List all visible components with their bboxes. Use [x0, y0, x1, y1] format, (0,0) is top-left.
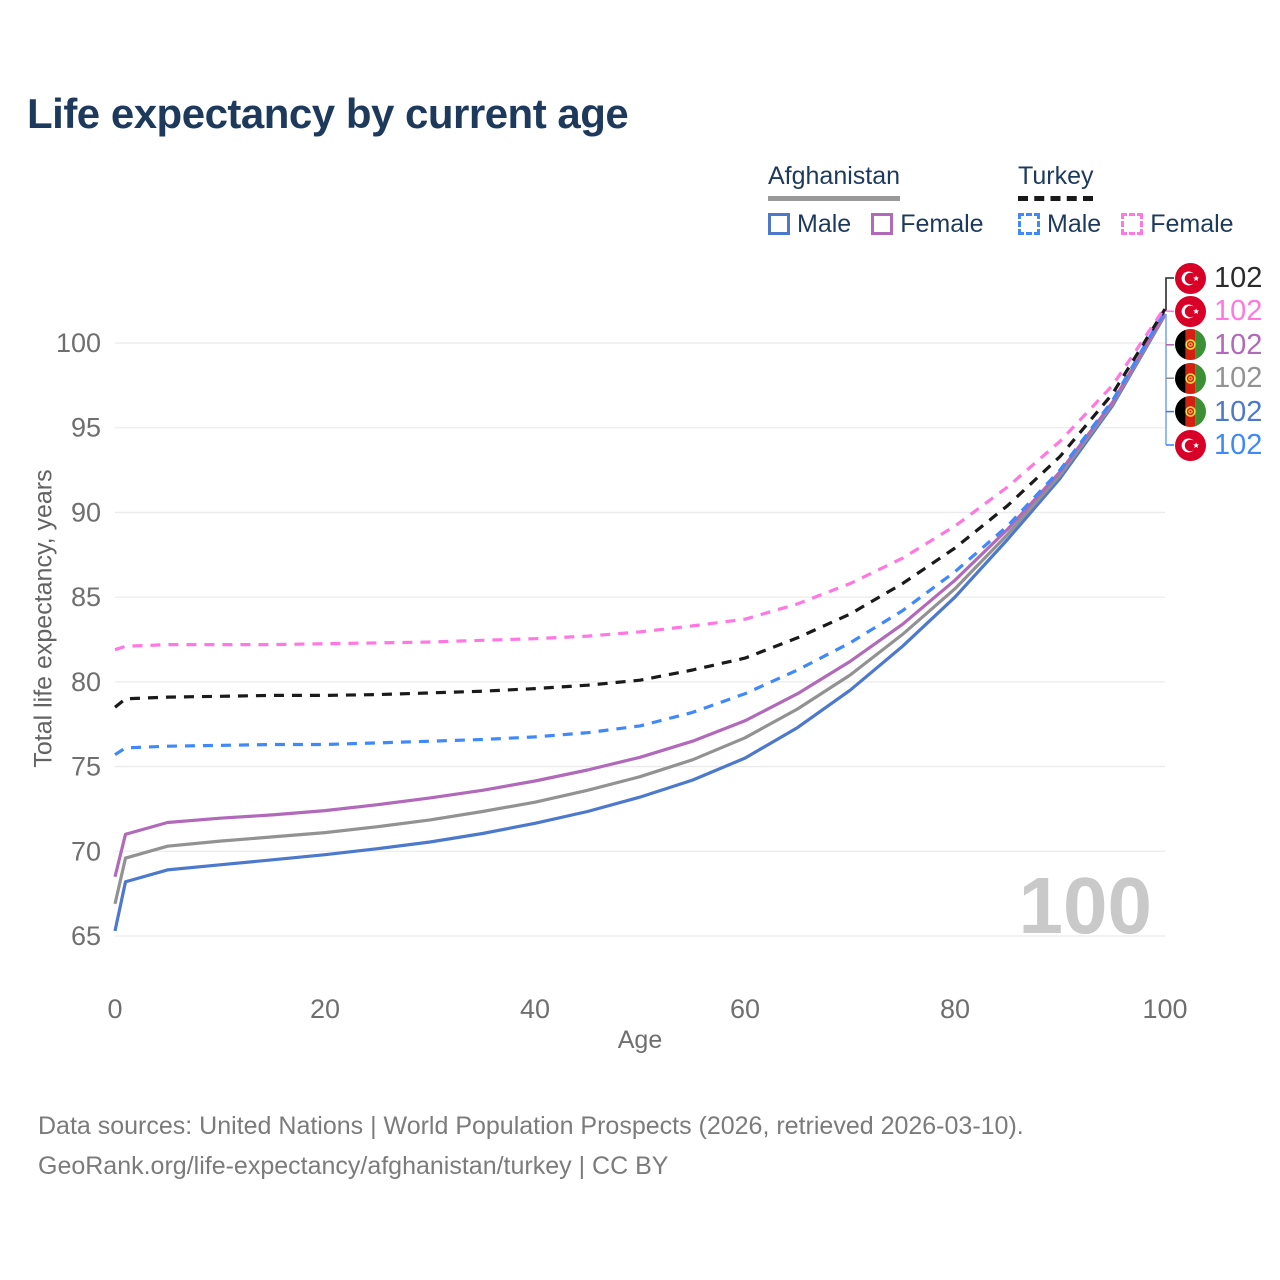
series-afghanistan-female[interactable] [113, 312, 1167, 878]
y-tick-label: 80 [71, 667, 101, 697]
annotation-value: 102 [1214, 262, 1263, 294]
x-tick-label: 100 [1142, 994, 1187, 1024]
annotation-value: 102 [1214, 429, 1263, 461]
x-axis-title: Age [617, 1026, 663, 1054]
legend-item-label: Female [900, 209, 984, 238]
afghanistan-flag-icon [1175, 396, 1206, 428]
annotation-row-turkey-female: 102 [1175, 295, 1262, 327]
annotation-row-turkey-male: 102 [1175, 429, 1262, 461]
y-tick-label: 90 [71, 497, 101, 527]
legend-group-turkey: Turkey Male Female [1018, 162, 1234, 239]
legend-group-afghanistan: Afghanistan Male Female [768, 162, 984, 239]
line-swatch-icon [871, 213, 894, 235]
annotation-row-afghanistan-male: 102 [1175, 396, 1262, 428]
series-afghanistan-both[interactable] [113, 313, 1167, 905]
legend-item-label: Male [1047, 209, 1102, 238]
annotation-value: 102 [1214, 362, 1263, 395]
x-tick-label: 0 [107, 994, 122, 1024]
afghanistan-flag-icon [1175, 362, 1206, 394]
turkey-flag-icon [1175, 429, 1206, 461]
annotation-row-afghanistan-both-sexes: 102 [1175, 362, 1262, 394]
attribution-line: GeoRank.org/life-expectancy/afghanistan/… [38, 1152, 669, 1180]
y-tick-label: 85 [71, 582, 101, 612]
y-tick-label: 100 [56, 328, 101, 358]
annotation-value: 102 [1214, 295, 1263, 328]
afghanistan-flag-icon [1175, 329, 1206, 361]
legend-item-turkey-male[interactable]: Male [1018, 210, 1101, 239]
legend-country-afghanistan[interactable]: Afghanistan [768, 162, 901, 201]
annotation-value: 102 [1214, 328, 1263, 361]
legend-item-label: Male [797, 209, 852, 238]
series-turkey-male[interactable] [114, 309, 1167, 757]
page-title: Life expectancy by current age [27, 90, 629, 137]
legend-item-afghanistan-female[interactable]: Female [871, 209, 984, 239]
age-counter-watermark: 100 [1018, 861, 1152, 950]
legend-country-turkey[interactable]: Turkey [1018, 162, 1094, 201]
x-tick-label: 20 [310, 994, 340, 1024]
legend-item-turkey-female[interactable]: Female [1121, 209, 1234, 239]
x-tick-label: 40 [520, 994, 550, 1024]
y-tick-label: 70 [71, 836, 101, 866]
turkey-flag-icon [1175, 295, 1206, 327]
legend-item-afghanistan-male[interactable]: Male [768, 210, 851, 239]
annotation-value: 102 [1214, 395, 1263, 428]
turkey-flag-icon [1175, 262, 1206, 294]
line-swatch-icon [768, 213, 790, 235]
y-tick-label: 75 [71, 752, 101, 782]
series-turkey-both[interactable] [113, 308, 1167, 709]
series-afghanistan-male[interactable] [113, 314, 1167, 932]
x-tick-label: 80 [940, 994, 970, 1024]
line-swatch-icon [1121, 213, 1144, 235]
series-turkey-female[interactable] [114, 306, 1167, 652]
annotation-row-afghanistan-female: 102 [1175, 329, 1262, 361]
data-sources-line: Data sources: United Nations | World Pop… [38, 1112, 1024, 1140]
leader-line [1165, 277, 1174, 311]
annotation-row-turkey-both-sexes: 102 [1175, 262, 1262, 294]
y-tick-label: 65 [71, 921, 101, 951]
y-axis-title: Total life expectancy, years [29, 469, 58, 768]
line-swatch-icon [1018, 213, 1040, 235]
footer: Data sources: United Nations | World Pop… [38, 1106, 1024, 1186]
y-tick-label: 95 [71, 413, 101, 443]
x-tick-label: 60 [730, 994, 760, 1024]
legend-item-label: Female [1150, 209, 1234, 238]
